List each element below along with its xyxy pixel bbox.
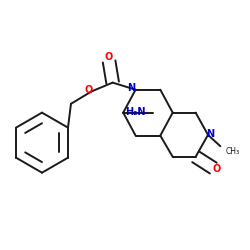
Text: O: O: [84, 85, 93, 95]
Text: CH₃: CH₃: [226, 147, 240, 156]
Text: O: O: [105, 52, 113, 62]
Text: N: N: [127, 83, 136, 93]
Text: O: O: [213, 164, 221, 174]
Text: H₂N: H₂N: [125, 107, 146, 117]
Text: N: N: [206, 129, 214, 139]
